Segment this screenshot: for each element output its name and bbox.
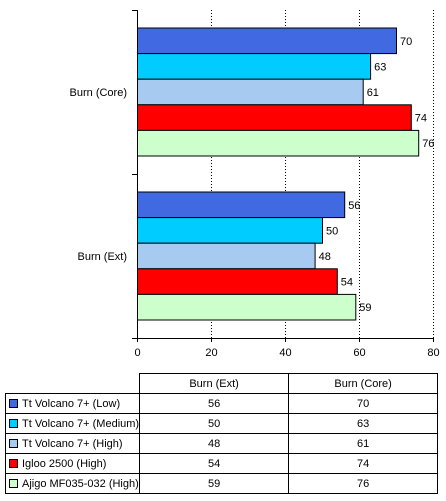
column-header: Burn (Core) bbox=[288, 373, 439, 394]
category-label: Burn (Ext) bbox=[77, 251, 127, 263]
table-cell: 63 bbox=[288, 413, 439, 434]
table-cell: 54 bbox=[139, 453, 290, 474]
x-tick-label: 40 bbox=[279, 347, 291, 359]
bar-value-label: 54 bbox=[341, 277, 353, 289]
bar-value-label: 48 bbox=[319, 251, 331, 263]
axes: 0 20 40 60 80 Burn (Core) Burn (Ext) bbox=[70, 10, 440, 359]
x-tick-label: 80 bbox=[427, 347, 439, 359]
series-name: Tt Volcano 7+ (Low) bbox=[22, 397, 121, 410]
bar-value-label: 76 bbox=[422, 138, 434, 150]
bar bbox=[137, 129, 420, 157]
bar bbox=[137, 268, 338, 295]
column-header: Burn (Ext) bbox=[139, 373, 290, 394]
bar-chart: 70 63 61 74 76 56 50 48 54 59 0 20 40 60 80 Burn (Core… bbox=[70, 10, 440, 359]
x-tick-label: 60 bbox=[353, 347, 365, 359]
table-cell: 74 bbox=[288, 453, 439, 474]
table-cell: 76 bbox=[288, 473, 439, 494]
legend-entry: Tt Volcano 7+ (Medium) bbox=[4, 413, 141, 434]
series-name: Ajigo MF035-032 (High) bbox=[22, 477, 139, 490]
bar-value-label: 70 bbox=[400, 36, 412, 48]
bar-value-label: 59 bbox=[359, 302, 371, 314]
bar-value-label: 74 bbox=[415, 113, 427, 125]
bar-value-label: 50 bbox=[326, 225, 338, 237]
table-row: Tt Volcano 7+ (Low) 56 70 bbox=[4, 393, 439, 414]
data-table: Burn (Ext) Burn (Core) Tt Volcano 7+ (Lo… bbox=[4, 373, 439, 494]
bars bbox=[137, 27, 420, 321]
legend-entry: Ajigo MF035-032 (High) bbox=[4, 473, 141, 494]
bar bbox=[137, 27, 397, 55]
bar bbox=[137, 53, 372, 80]
series-name: Tt Volcano 7+ (Medium) bbox=[22, 417, 140, 430]
legend-swatch bbox=[9, 418, 18, 428]
x-tick-label: 0 bbox=[134, 347, 140, 359]
table-cell: 50 bbox=[139, 413, 290, 434]
table-cell: 59 bbox=[139, 473, 290, 494]
table-corner bbox=[5, 373, 141, 394]
table-row: Tt Volcano 7+ (Medium) 50 63 bbox=[4, 413, 439, 434]
series-name: Igloo 2500 (High) bbox=[22, 457, 107, 470]
legend-swatch bbox=[9, 438, 18, 448]
bar-value-label: 61 bbox=[367, 87, 379, 99]
table-cell: 48 bbox=[139, 433, 290, 454]
table-cell: 70 bbox=[288, 393, 439, 414]
bar-value-label: 56 bbox=[348, 200, 360, 212]
table-cell: 61 bbox=[288, 433, 439, 454]
bar-labels: 70 63 61 74 76 56 50 48 54 59 bbox=[319, 36, 435, 314]
table-cell: 56 bbox=[139, 393, 290, 414]
bar bbox=[137, 104, 412, 131]
legend-swatch bbox=[9, 458, 18, 468]
bar bbox=[137, 217, 323, 244]
table-row: Igloo 2500 (High) 54 74 bbox=[4, 453, 439, 474]
category-label: Burn (Core) bbox=[70, 87, 127, 99]
legend-entry: Tt Volcano 7+ (High) bbox=[4, 433, 141, 454]
bar bbox=[137, 293, 357, 321]
legend-swatch bbox=[9, 478, 18, 488]
bar bbox=[137, 242, 316, 270]
legend-swatch bbox=[9, 398, 18, 408]
table-row: Tt Volcano 7+ (High) 48 61 bbox=[4, 433, 439, 454]
table-header-row: Burn (Ext) Burn (Core) bbox=[5, 373, 439, 394]
legend-entry: Igloo 2500 (High) bbox=[4, 453, 141, 474]
bar bbox=[137, 78, 364, 106]
bar bbox=[137, 191, 346, 219]
x-tick-label: 20 bbox=[205, 347, 217, 359]
table-row: Ajigo MF035-032 (High) 59 76 bbox=[4, 473, 439, 494]
legend-entry: Tt Volcano 7+ (Low) bbox=[4, 393, 141, 414]
series-name: Tt Volcano 7+ (High) bbox=[22, 437, 123, 450]
bar-value-label: 63 bbox=[374, 61, 386, 73]
